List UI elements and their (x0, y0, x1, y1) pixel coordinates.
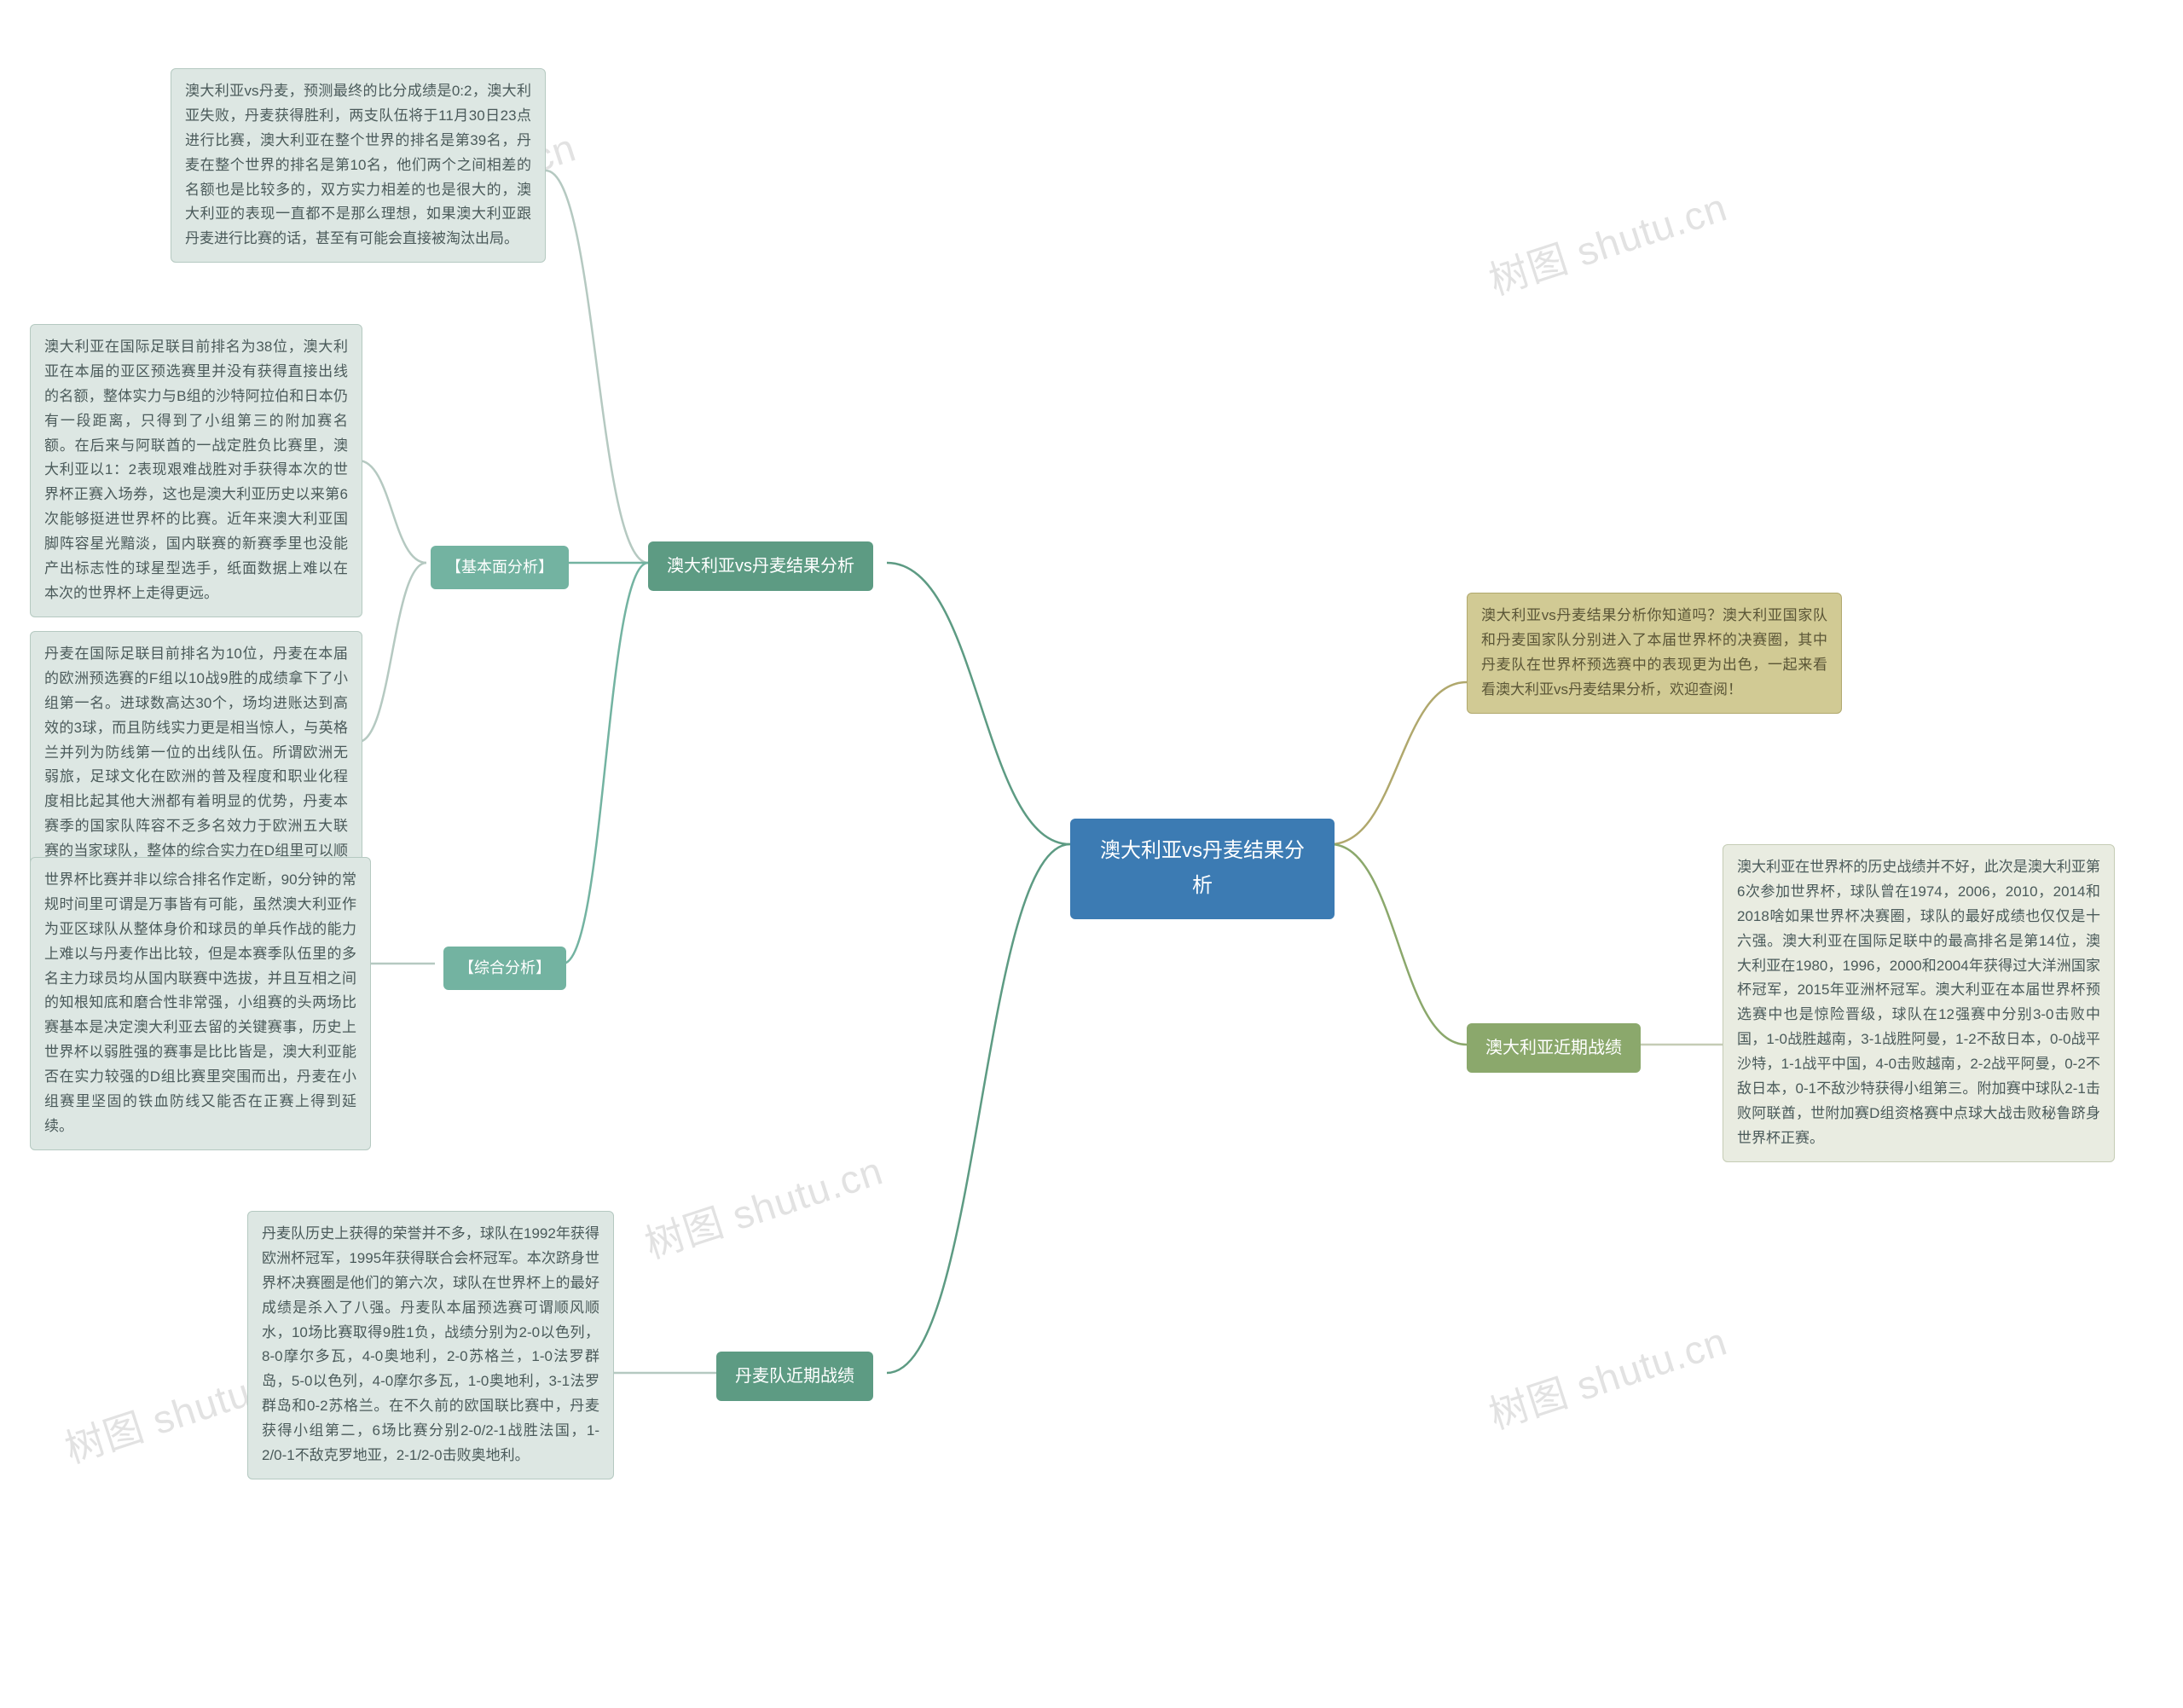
watermark: 树图 shutu.cn (637, 1140, 889, 1270)
leaf-aus-recent: 澳大利亚在世界杯的历史战绩并不好，此次是澳大利亚第6次参加世界杯，球队曾在197… (1723, 844, 2115, 1162)
topic-den-recent[interactable]: 丹麦队近期战绩 (716, 1352, 873, 1401)
watermark: 树图 shutu.cn (1481, 1311, 1734, 1440)
topic-aus-recent[interactable]: 澳大利亚近期战绩 (1467, 1023, 1641, 1073)
sub-comprehensive[interactable]: 【综合分析】 (443, 947, 566, 990)
topic-result-analysis[interactable]: 澳大利亚vs丹麦结果分析 (648, 541, 873, 591)
watermark: 树图 shutu.cn (1481, 177, 1734, 306)
leaf-comprehensive: 世界杯比赛并非以综合排名作定断，90分钟的常规时间里可谓是万事皆有可能，虽然澳大… (30, 857, 371, 1150)
leaf-den-recent: 丹麦队历史上获得的荣誉并不多，球队在1992年获得欧洲杯冠军，1995年获得联合… (247, 1211, 614, 1479)
leaf-prediction: 澳大利亚vs丹麦，预测最终的比分成绩是0:2，澳大利亚失败，丹麦获得胜利，两支队… (171, 68, 546, 263)
root-node[interactable]: 澳大利亚vs丹麦结果分析 (1070, 819, 1335, 919)
leaf-fundamental-aus: 澳大利亚在国际足联目前排名为38位，澳大利亚在本届的亚区预选赛里并没有获得直接出… (30, 324, 362, 617)
sub-fundamental[interactable]: 【基本面分析】 (431, 546, 569, 589)
intro-leaf: 澳大利亚vs丹麦结果分析你知道吗？澳大利亚国家队和丹麦国家队分别进入了本届世界杯… (1467, 593, 1842, 714)
